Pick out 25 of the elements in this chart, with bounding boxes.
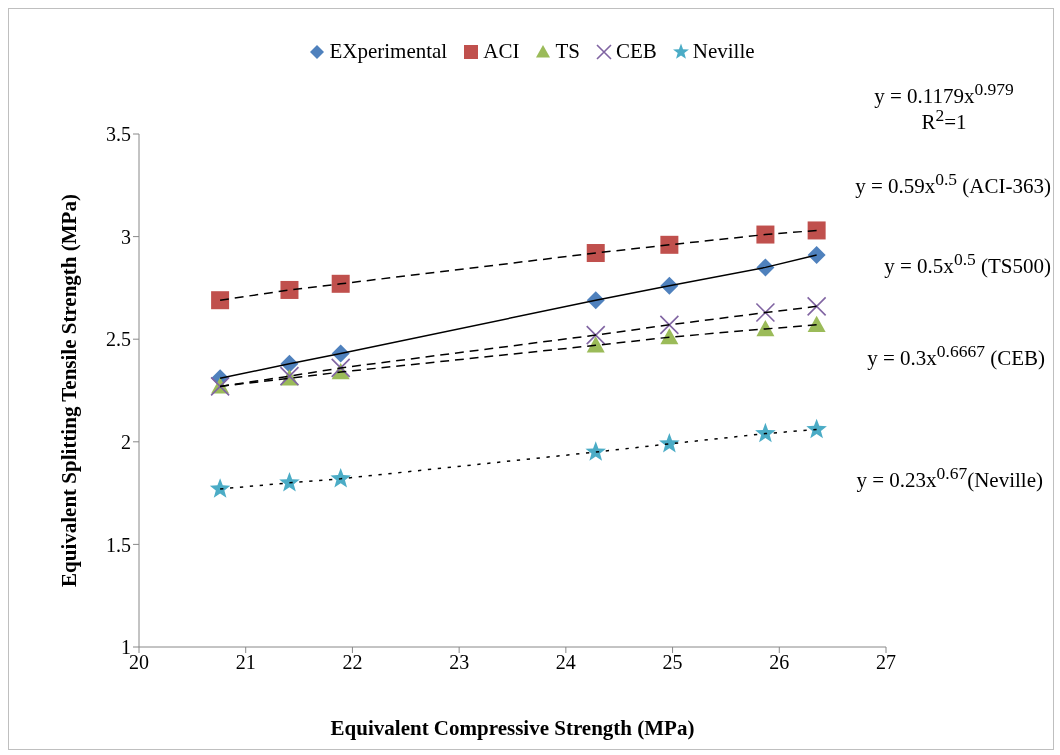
- x-tick-label: 22: [342, 651, 363, 674]
- annotation: y = 0.23x$^{0.67}$(Neville): [856, 463, 1043, 493]
- annotation: y = 0.3x$^{0.6667}$ (CEB): [867, 341, 1045, 371]
- legend-label: CEB: [615, 39, 657, 64]
- x-tick-label: 26: [769, 651, 790, 674]
- y-tick-label: 1.5: [106, 533, 131, 556]
- x-tick-label: 23: [449, 651, 470, 674]
- x-tick-label: 25: [662, 651, 683, 674]
- x-tick-label: 20: [129, 651, 149, 674]
- legend-label: ACI: [483, 39, 520, 64]
- x-axis-title: Equivalent Compressive Strength (MPa): [330, 716, 695, 740]
- x-tick-label: 21: [235, 651, 256, 674]
- y-axis-title: Equivalent Splitting Tensile Strength (MPa): [57, 194, 82, 587]
- legend-label: EXperimental: [329, 39, 448, 64]
- x-tick-label: 24: [555, 651, 576, 674]
- legend-label: Neville: [692, 39, 755, 64]
- y-tick-label: 3: [121, 225, 131, 248]
- y-tick-label: 1: [121, 636, 131, 659]
- legend-label: TS: [555, 39, 580, 64]
- annotation: y = 0.59x$^{0.5}$ (ACI-363): [855, 169, 1051, 199]
- y-tick-label: 2.5: [106, 328, 131, 351]
- x-tick-label: 27: [876, 651, 896, 674]
- y-tick-label: 2: [121, 430, 131, 453]
- annotation: y = 0.5x$^{0.5}$ (TS500): [884, 249, 1051, 279]
- y-tick-label: 3.5: [106, 123, 131, 146]
